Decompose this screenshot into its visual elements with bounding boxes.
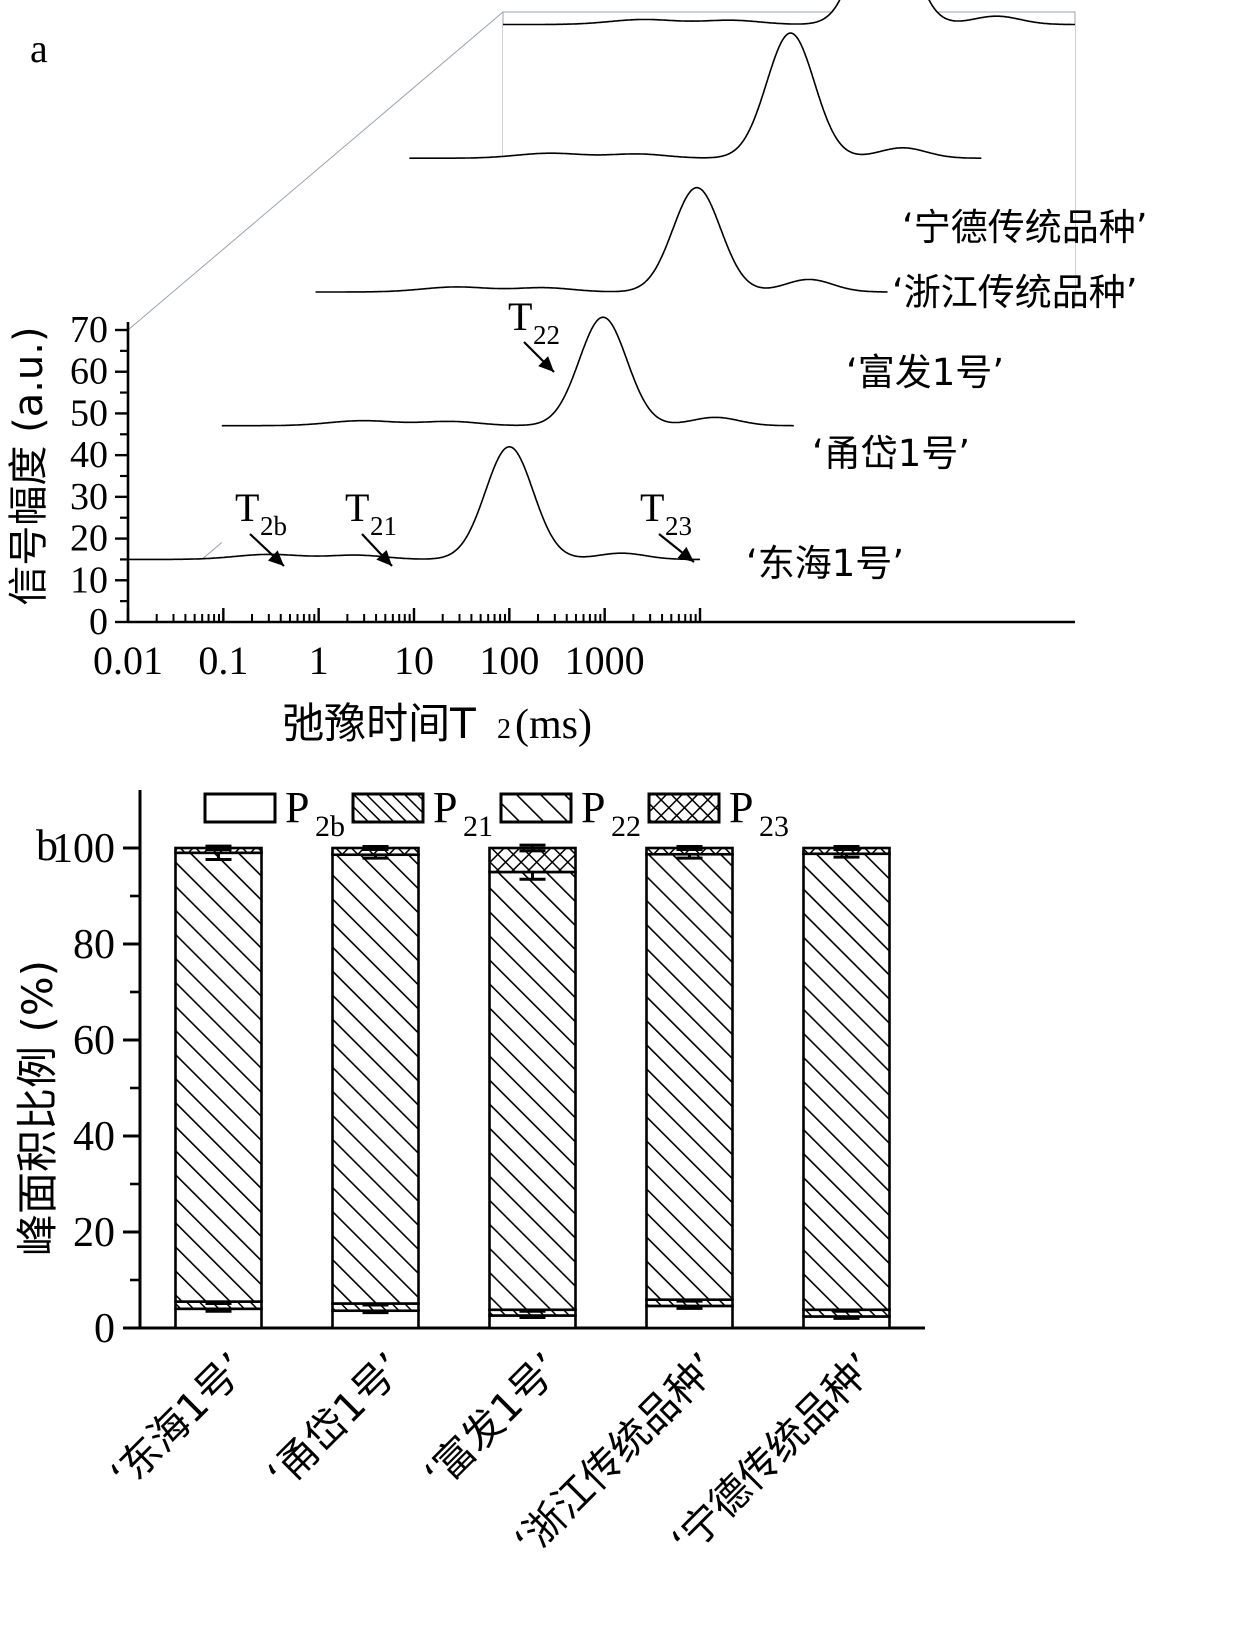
svg-text:21: 21	[463, 810, 493, 843]
panel-b-ytick-label: 20	[73, 1210, 115, 1256]
panel-a-y-axis-title: 信号幅度 (a.u.)	[6, 326, 52, 605]
panel-a-series-label: ‘浙江传统品种’	[892, 271, 1138, 314]
panel-a-ytick-label: 70	[70, 309, 108, 351]
legend-swatch-hatch-sparse	[499, 792, 573, 824]
panel-a-ytick-label: 60	[70, 351, 108, 393]
peak-annotation-T2b: T 2b	[235, 485, 287, 567]
bar-segment-P22	[802, 852, 891, 1312]
legend-item-P21: P 21	[351, 783, 493, 843]
panel-a-xtick-label: 1	[309, 638, 329, 683]
panel-a-series-label: ‘宁德传统品种’	[902, 206, 1148, 249]
bar-segment-P22	[645, 852, 734, 1301]
bar-segment-P22	[488, 870, 577, 1312]
panel-b-y-axis-title: 峰面积比例 (%)	[13, 960, 62, 1256]
svg-text:23: 23	[665, 511, 692, 541]
panel-a-xtick-label: 10	[394, 638, 434, 683]
svg-text:P: P	[285, 783, 309, 832]
svg-text:2: 2	[497, 714, 511, 745]
svg-text:(ms): (ms)	[515, 702, 592, 748]
stacked-bar	[331, 845, 420, 1330]
svg-text:T: T	[345, 485, 369, 530]
legend-item-P22: P 22	[499, 783, 641, 843]
panel-a-ytick-label: 0	[89, 601, 108, 643]
panel-a-ytick-label: 40	[70, 434, 108, 476]
svg-text:P: P	[729, 783, 753, 832]
peak-annotation-T21: T 21	[345, 485, 397, 567]
svg-text:22: 22	[611, 810, 641, 843]
bar-segment-P22	[331, 853, 420, 1305]
peak-annotation-T22: T 22	[508, 294, 560, 373]
panel-a-ytick-label: 20	[70, 518, 108, 560]
legend-swatch-crosshatch	[647, 792, 721, 824]
svg-text:弛豫时间T: 弛豫时间T	[282, 699, 476, 748]
panel-b-ytick-label: 60	[73, 1018, 115, 1064]
panel-b-letter: b	[36, 821, 58, 870]
stacked-bar	[645, 845, 734, 1330]
legend-swatch-empty	[203, 792, 277, 824]
panel-a-xtick-label: 100	[479, 638, 539, 683]
panel-a-x-axis-title: 弛豫时间T 2 (ms)	[282, 699, 592, 748]
svg-text:T: T	[508, 294, 532, 339]
panel-a-ytick-label: 30	[70, 476, 108, 518]
stacked-bar	[488, 843, 577, 1330]
svg-text:T: T	[235, 485, 259, 530]
legend-item-P23: P 23	[647, 783, 789, 843]
panel-a-xtick-label: 0.1	[198, 638, 248, 683]
legend-item-P2b: P 2b	[203, 783, 345, 843]
svg-text:T: T	[640, 485, 664, 530]
svg-text:P: P	[433, 783, 457, 832]
svg-text:21: 21	[370, 511, 397, 541]
svg-text:23: 23	[759, 810, 789, 843]
bar-segment-P22	[174, 851, 263, 1303]
panel-a-xtick-label: 1000	[565, 638, 645, 683]
panel-a-series-label: ‘东海1号’	[746, 542, 904, 585]
panel-a-ytick-label: 10	[70, 559, 108, 601]
panel-a-letter: a	[30, 26, 48, 71]
stacked-bar	[174, 844, 263, 1330]
panel-a-series-label: ‘甬岱1号’	[812, 432, 970, 475]
svg-text:2b: 2b	[315, 810, 345, 843]
panel-a-xtick-label: 0.01	[93, 638, 163, 683]
spectrum-curve	[221, 316, 794, 427]
panel-b-ytick-label: 100	[52, 826, 115, 872]
panel-b-category-label: ‘富发1号’	[416, 1345, 569, 1498]
panel-a-series-label: ‘富发1号’	[846, 351, 1004, 394]
panel-b-category-label: ‘甬岱1号’	[259, 1345, 412, 1498]
panel-b-ytick-label: 40	[73, 1114, 115, 1160]
panel-b-category-label: ‘东海1号’	[102, 1345, 255, 1498]
panel-b-ytick-label: 0	[94, 1306, 115, 1352]
panel-b-ytick-label: 80	[73, 922, 115, 968]
spectrum-curve	[315, 186, 888, 293]
peak-annotation-T23: T 23	[640, 485, 695, 563]
stacked-bar	[802, 845, 891, 1330]
panel-a-ytick-label: 50	[70, 392, 108, 434]
spectrum-curve	[503, 0, 1075, 26]
svg-text:22: 22	[533, 320, 560, 350]
spectrum-curve	[409, 32, 982, 159]
spectrum-curve	[128, 446, 700, 561]
svg-text:2b: 2b	[260, 511, 287, 541]
legend-swatch-hatch-dense	[351, 792, 425, 824]
svg-text:P: P	[581, 783, 605, 832]
